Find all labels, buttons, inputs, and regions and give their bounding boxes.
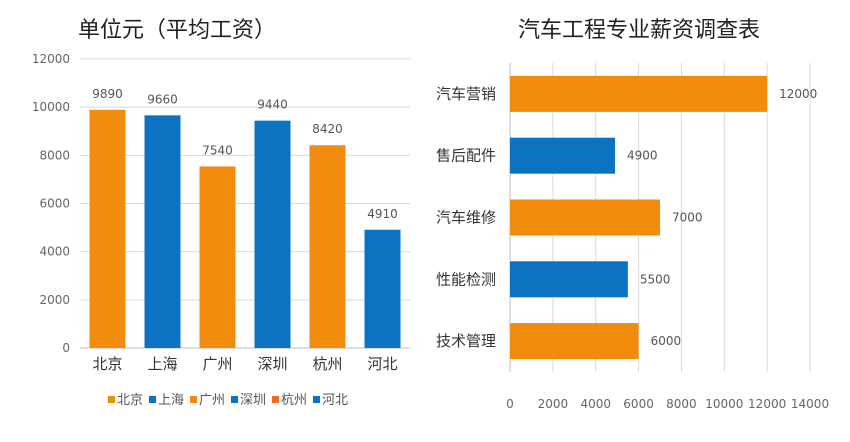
x-tick-label: 8000 [666, 397, 697, 411]
y-category-label: 性能检测 [436, 270, 496, 288]
x-tick-label: 0 [506, 397, 514, 411]
legend-entry: 上海 [158, 393, 184, 408]
x-tick-label: 6000 [623, 397, 654, 411]
right-hbar-chart: 0 2000 4000 6000 8000 10000 12000 14000 12000 汽车营… [436, 63, 829, 411]
left-chart-title: 单位元（平均工资） [78, 18, 277, 43]
hbar-汽车营销 [510, 75, 768, 112]
y-category-label: 汽车营销 [436, 85, 496, 103]
hbar-value-label: 4900 [627, 149, 658, 163]
bar-杭州 [309, 145, 346, 348]
x-category-label: 上海 [147, 355, 177, 373]
y-tick-label: 10000 [32, 100, 70, 114]
bar-深圳 [254, 120, 291, 348]
y-tick-label: 4000 [39, 245, 70, 259]
legend-swatch [108, 396, 115, 403]
hbar-汽车维修 [510, 199, 660, 236]
x-category-label: 北京 [92, 355, 122, 373]
left-chart-panel: 单位元（平均工资） 0 2000 4000 6000 8000 10000 12000 989… [32, 18, 410, 408]
legend-entry: 广州 [199, 393, 225, 408]
bar-value-label: 9660 [147, 92, 178, 106]
x-tick-label: 10000 [705, 397, 743, 411]
y-tick-label: 8000 [39, 148, 70, 162]
right-chart-panel: 汽车工程专业薪资调查表 0 2000 4000 6000 8000 10000 12000 1… [430, 0, 850, 442]
y-category-label: 汽车维修 [436, 209, 496, 227]
x-category-label: 杭州 [312, 355, 342, 373]
legend-swatch [272, 396, 279, 403]
hbar-性能检测 [510, 261, 628, 298]
x-category-label: 河北 [367, 355, 397, 373]
x-category-label: 广州 [202, 355, 232, 373]
y-tick-label: 0 [62, 341, 70, 355]
x-tick-label: 14000 [791, 397, 829, 411]
x-tick-label: 4000 [580, 397, 611, 411]
y-tick-label: 2000 [39, 293, 70, 307]
hbar-value-label: 12000 [779, 87, 817, 101]
legend-swatch [231, 396, 238, 403]
x-tick-label: 2000 [538, 397, 569, 411]
bar-河北 [364, 229, 401, 348]
y-tick-label: 6000 [39, 197, 70, 211]
bar-value-label: 7540 [202, 143, 233, 157]
bar-上海 [144, 115, 181, 348]
bar-value-label: 4910 [367, 207, 398, 221]
legend-entry: 深圳 [240, 393, 266, 408]
y-tick-label: 12000 [32, 52, 70, 66]
x-tick-label: 12000 [748, 397, 786, 411]
hbar-value-label: 7000 [672, 211, 703, 225]
legend-swatch [313, 396, 320, 403]
y-category-label: 技术管理 [436, 332, 496, 350]
bar-value-label: 8420 [312, 122, 343, 136]
bar-广州 [199, 166, 236, 348]
legend-entry: 北京 [117, 393, 143, 408]
bar-value-label: 9440 [257, 98, 288, 112]
legend-swatch [149, 396, 156, 403]
left-bar-chart: 0 2000 4000 6000 8000 10000 12000 9890 北京 9660 上海 7… [32, 52, 410, 408]
right-chart-title: 汽车工程专业薪资调查表 [518, 18, 761, 43]
hbar-技术管理 [510, 323, 639, 360]
hbar-售后配件 [510, 137, 615, 174]
legend-swatch [190, 396, 197, 403]
legend-entry: 河北 [322, 393, 348, 408]
y-category-label: 售后配件 [436, 147, 496, 165]
legend-entry: 杭州 [281, 393, 307, 408]
bar-北京 [89, 109, 126, 349]
hbar-value-label: 5500 [640, 272, 671, 286]
hbar-value-label: 6000 [651, 334, 682, 348]
x-category-label: 深圳 [257, 355, 287, 373]
bar-value-label: 9890 [92, 87, 123, 101]
